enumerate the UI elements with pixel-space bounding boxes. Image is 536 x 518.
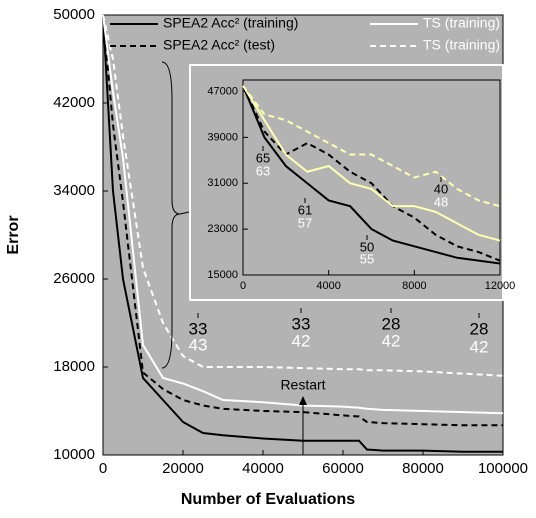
x-tick-label: 4000 bbox=[316, 280, 340, 292]
series-line bbox=[242, 85, 501, 265]
x-tick-label: 0 bbox=[240, 280, 246, 292]
x-tick-label: 20000 bbox=[162, 460, 204, 477]
series-line bbox=[102, 14, 504, 415]
x-tick-label: 0 bbox=[99, 460, 107, 477]
x-tick-label: 80000 bbox=[402, 460, 444, 477]
count-label: 50 bbox=[360, 239, 374, 254]
y-tick-label: 50000 bbox=[53, 6, 95, 23]
y-axis-label: Error bbox=[5, 215, 22, 254]
x-tick-label: 12000 bbox=[485, 280, 516, 292]
legend-label: SPEA2 Acc² (test) bbox=[163, 37, 275, 53]
count-label: 40 bbox=[434, 181, 448, 196]
x-tick-label: 40000 bbox=[242, 460, 284, 477]
series-line bbox=[102, 14, 504, 377]
y-tick-label: 23000 bbox=[207, 223, 238, 235]
x-tick-label: 100000 bbox=[478, 460, 528, 477]
count-label: 63 bbox=[256, 163, 270, 178]
y-tick-label: 47000 bbox=[207, 85, 238, 97]
y-tick-label: 42000 bbox=[53, 94, 95, 111]
y-tick-label: 18000 bbox=[53, 358, 95, 375]
inset-plot-area bbox=[242, 79, 501, 276]
annotation: Restart bbox=[280, 377, 325, 393]
y-tick-label: 10000 bbox=[53, 446, 95, 463]
series-line bbox=[242, 85, 501, 242]
series-line bbox=[242, 85, 501, 208]
arrow-head bbox=[299, 396, 307, 405]
count-label: 65 bbox=[256, 150, 270, 165]
count-label: 33 bbox=[189, 319, 208, 338]
series-line bbox=[102, 14, 503, 453]
count-label: 55 bbox=[360, 251, 374, 266]
inset-plot: 15000 23000 31000 39000 47000 0 4000 8000 12000 bbox=[207, 85, 515, 292]
count-label: 28 bbox=[382, 314, 401, 333]
count-label: 48 bbox=[434, 194, 448, 209]
count-label: 42 bbox=[470, 337, 489, 356]
x-tick-label: 60000 bbox=[322, 460, 364, 477]
legend-label: TS (training) bbox=[423, 37, 500, 53]
series-line bbox=[102, 14, 503, 427]
count-label: 57 bbox=[298, 215, 312, 230]
count-label: 43 bbox=[189, 335, 208, 354]
x-axis-label: Number of Evaluations bbox=[181, 491, 355, 508]
count-label: 42 bbox=[292, 331, 311, 350]
y-tick-label: 39000 bbox=[207, 131, 238, 143]
count-label: 42 bbox=[382, 331, 401, 350]
y-tick-label: 31000 bbox=[207, 177, 238, 189]
legend-label: TS (training) bbox=[423, 15, 500, 31]
count-label: 61 bbox=[298, 202, 312, 217]
y-tick-label: 15000 bbox=[207, 269, 238, 281]
x-tick-label: 8000 bbox=[402, 280, 426, 292]
main-plot: 10000 18000 26000 34000 42000 50000 0 20000 4000… bbox=[53, 6, 528, 477]
y-tick-label: 34000 bbox=[53, 182, 95, 199]
y-tick-label: 26000 bbox=[53, 270, 95, 287]
count-label: 28 bbox=[470, 319, 489, 338]
count-label: 33 bbox=[292, 314, 311, 333]
legend-label: SPEA2 Acc² (training) bbox=[163, 15, 298, 31]
